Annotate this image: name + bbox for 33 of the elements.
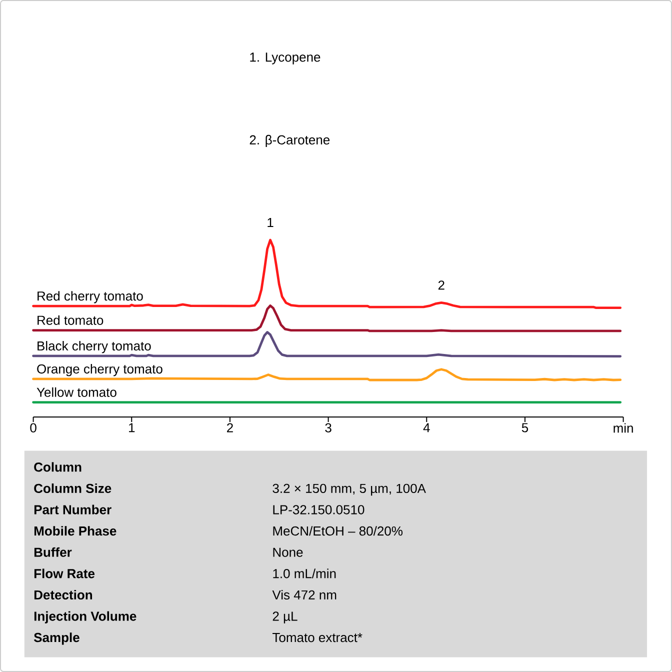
x-tick-label: 3	[325, 423, 332, 432]
x-tick-label: min	[614, 423, 633, 433]
x-tick-label: 1	[129, 423, 135, 432]
text: Column Size	[34, 483, 112, 494]
text: 1. Lycopene	[250, 52, 320, 64]
text: Vis 472 nm	[272, 590, 336, 600]
series-label: Red cherry tomato	[38, 291, 143, 304]
text: MeCN/EtOH – 80/20%	[273, 526, 403, 536]
text: Sample	[34, 632, 80, 645]
text: Column	[34, 462, 82, 472]
annotation: 1	[268, 218, 274, 227]
text: LP-32.150.0510	[273, 505, 364, 514]
text: Injection Volume	[34, 611, 136, 624]
text: None	[273, 548, 303, 557]
text: 1.0 mL/min	[273, 568, 336, 578]
x-tick-label: 4	[423, 423, 430, 432]
text: 2. β-Carotene	[250, 134, 330, 148]
text: Flow Rate	[34, 568, 95, 578]
x-tick-label: 2	[227, 423, 233, 432]
x-tick-label: 0	[30, 423, 36, 432]
series-label: Orange cherry tomato	[37, 364, 162, 376]
text: Mobile Phase	[34, 526, 116, 536]
series-label: Black cherry tomato	[38, 341, 151, 354]
text: Detection	[34, 590, 92, 600]
text: Buffer	[34, 547, 72, 557]
text: Part Number	[34, 504, 112, 514]
series-label: Yellow tomato	[36, 387, 116, 397]
text: Tomato extract*	[272, 633, 362, 642]
text: 2 µL	[272, 612, 298, 624]
series-label: Red tomato	[38, 315, 104, 325]
x-tick-label: 5	[522, 423, 528, 432]
text: 3.2 × 150 mm, 5 µm, 100A	[272, 484, 426, 496]
annotation: 2	[438, 280, 444, 290]
